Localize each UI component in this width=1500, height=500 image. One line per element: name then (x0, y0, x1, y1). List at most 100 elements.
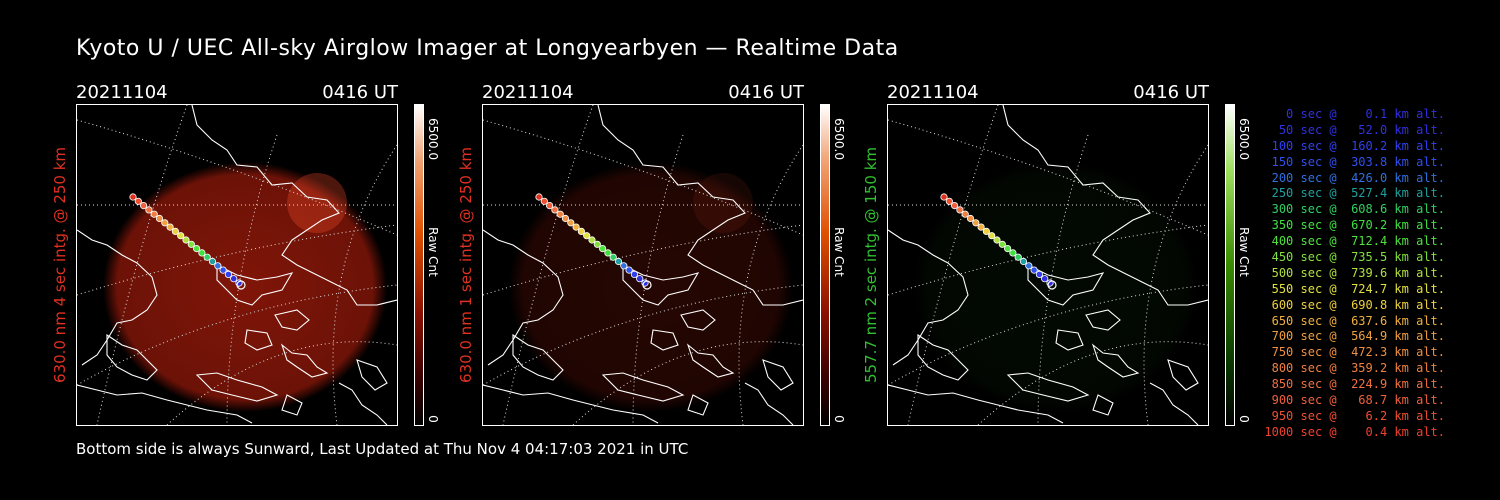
legend-entry: 450 sec @ 735.5 km alt. (1264, 250, 1445, 265)
colorbar (1225, 104, 1235, 426)
panel-date: 20211104 (76, 82, 168, 103)
legend-entry: 750 sec @ 472.3 km alt. (1264, 345, 1445, 360)
panel-ylabel: 630.0 nm 1 sec intg. @ 250 km (457, 146, 475, 384)
trajectory-point (945, 197, 953, 205)
trajectory-point (577, 227, 586, 236)
trajectory-point (614, 257, 623, 266)
panel-1: 20211104 0416 UT 630.0 nm 4 sec intg. @ … (51, 82, 476, 432)
colorbar-max-label: 6500.0 (832, 118, 846, 160)
trajectory-point (139, 202, 148, 210)
trajectory-point (972, 219, 980, 227)
trajectory-point (625, 266, 633, 274)
colorbar (820, 104, 830, 426)
trajectory-point (966, 214, 975, 223)
legend-entry: 500 sec @ 739.6 km alt. (1264, 265, 1445, 280)
trajectory-point (145, 206, 153, 214)
trajectory-point (1014, 253, 1022, 261)
trajectory-point (134, 197, 142, 205)
footer-note: Bottom side is always Sunward, Last Upda… (76, 440, 689, 458)
trajectory-point (171, 227, 180, 236)
panel-time: 0416 UT (322, 82, 398, 103)
trajectory-point (219, 266, 227, 274)
legend-entry: 200 sec @ 426.0 km alt. (1264, 170, 1445, 185)
legend-entry: 550 sec @ 724.7 km alt. (1264, 281, 1445, 296)
trajectory-point (208, 257, 217, 266)
trajectory-point (198, 249, 206, 257)
trajectory-point (187, 240, 195, 248)
trajectory-point (230, 275, 238, 283)
trajectory-point (572, 223, 580, 231)
panel-ylabel: 630.0 nm 4 sec intg. @ 250 km (51, 146, 69, 384)
trajectory-point (1004, 245, 1012, 253)
trajectory-point (998, 240, 1006, 248)
trajectory-point (129, 193, 137, 201)
trajectory-point (224, 270, 232, 278)
trajectory-point (593, 240, 601, 248)
panel-2: 20211104 0416 UT 630.0 nm 1 sec intg. @ … (457, 82, 882, 432)
legend-entry: 700 sec @ 564.9 km alt. (1264, 329, 1445, 344)
legend-entry: 650 sec @ 637.6 km alt. (1264, 313, 1445, 328)
trajectory-point (977, 223, 985, 231)
trajectory-point (993, 236, 1001, 244)
colorbar-max-label: 6500.0 (426, 118, 440, 160)
allsky-image (482, 104, 804, 426)
trajectory-point (1041, 275, 1049, 283)
trajectory-point (540, 197, 548, 205)
trajectory-point (599, 245, 607, 253)
legend-entry: 0 sec @ 0.1 km alt. (1264, 107, 1445, 121)
legend-entry: 100 sec @ 160.2 km alt. (1264, 138, 1445, 153)
trajectory-point (545, 202, 554, 210)
trajectory-point (214, 262, 222, 270)
panel-3: 20211104 0416 UT 557.7 nm 2 sec intg. @ … (862, 82, 1287, 432)
allsky-map (77, 105, 397, 425)
allsky-image (76, 104, 398, 426)
trajectory-point (166, 223, 174, 231)
trajectory-point (636, 275, 644, 283)
trajectory-point (193, 245, 201, 253)
trajectory-point (535, 193, 543, 201)
legend-entry: 50 sec @ 52.0 km alt. (1264, 122, 1445, 137)
legend-entry: 1000 sec @ 0.4 km alt. (1264, 424, 1445, 439)
legend-entry: 150 sec @ 303.8 km alt. (1264, 154, 1445, 169)
colorbar (414, 104, 424, 426)
trajectory-point (1025, 262, 1033, 270)
trajectory-point (155, 214, 164, 223)
trajectory-point (982, 227, 991, 236)
trajectory-legend: 0 sec @ 0.1 km alt. 50 sec @ 52.0 km alt… (1255, 107, 1445, 441)
trajectory-point (588, 236, 596, 244)
legend-entry: 950 sec @ 6.2 km alt. (1264, 408, 1445, 423)
legend-entry: 850 sec @ 224.9 km alt. (1264, 377, 1445, 392)
allsky-map (888, 105, 1208, 425)
trajectory-point (1009, 249, 1017, 257)
page-title: Kyoto U / UEC All-sky Airglow Imager at … (76, 36, 899, 61)
trajectory-point (203, 253, 211, 261)
trajectory-point (1030, 266, 1038, 274)
trajectory-point (604, 249, 612, 257)
trajectory-point (620, 262, 628, 270)
trajectory-point (950, 202, 959, 210)
allsky-image (887, 104, 1209, 426)
allsky-map (483, 105, 803, 425)
panel-time: 0416 UT (1133, 82, 1209, 103)
panel-ylabel: 557.7 nm 2 sec intg. @ 150 km (862, 146, 880, 384)
legend-entry: 600 sec @ 690.8 km alt. (1264, 297, 1445, 312)
legend-entry: 250 sec @ 527.4 km alt. (1264, 186, 1445, 201)
trajectory-point (182, 236, 190, 244)
colorbar-min-label: 0 (1237, 415, 1251, 423)
trajectory-point (609, 253, 617, 261)
panel-date: 20211104 (482, 82, 574, 103)
legend-entry: 400 sec @ 712.4 km alt. (1264, 234, 1445, 249)
trajectory-point (556, 210, 564, 218)
trajectory-point (956, 206, 964, 214)
trajectory-point (567, 219, 575, 227)
colorbar-min-label: 0 (832, 415, 846, 423)
trajectory-point (961, 210, 969, 218)
trajectory-point (161, 219, 169, 227)
panel-date: 20211104 (887, 82, 979, 103)
panel-time: 0416 UT (728, 82, 804, 103)
colorbar-unit-label: Raw Cnt (832, 227, 846, 277)
colorbar-max-label: 6500.0 (1237, 118, 1251, 160)
trajectory-point (583, 232, 591, 240)
colorbar-unit-label: Raw Cnt (426, 227, 440, 277)
trajectory-point (177, 232, 185, 240)
